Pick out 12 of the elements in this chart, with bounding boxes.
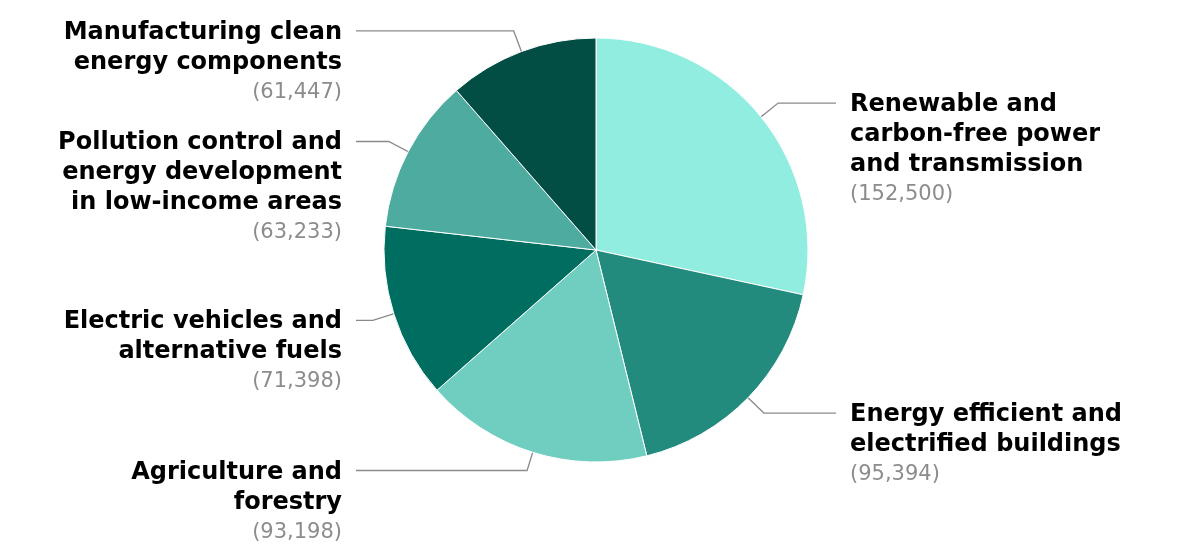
slice-label: Renewable and carbon-free power and transmission xyxy=(850,89,1101,178)
slice-label: Pollution control and energy development in low-income areas xyxy=(58,127,342,216)
data-label: (93,198) xyxy=(252,518,342,543)
data-label: (95,394) xyxy=(850,461,940,486)
slice-label: Manufacturing clean energy components xyxy=(63,16,342,75)
slice-label: Energy efficient and electrified buildings xyxy=(850,399,1122,458)
slice-label: Electric vehicles and alternative fuels xyxy=(63,306,342,365)
data-label: (61,447) xyxy=(252,78,342,103)
data-label: (71,398) xyxy=(252,368,342,393)
slice-label: Agriculture and forestry xyxy=(131,456,343,515)
data-label: (152,500) xyxy=(850,181,954,206)
data-label: (63,233) xyxy=(252,219,342,244)
